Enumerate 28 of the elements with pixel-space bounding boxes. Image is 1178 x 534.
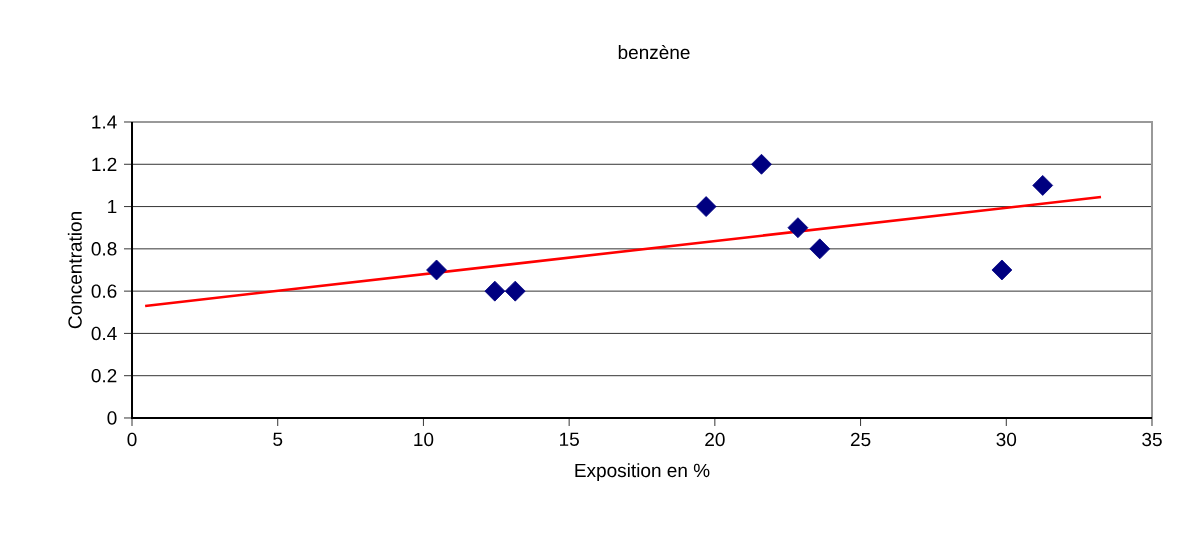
y-tick-label: 0 [107,411,117,425]
point [809,238,831,260]
point [751,153,772,175]
x-axis-title: Exposition en % [575,463,710,481]
point [991,259,1013,281]
point [426,259,447,281]
y-tick-label: 0.2 [91,368,117,383]
point [1032,175,1054,196]
point [484,280,506,302]
y-tick-label: 0.4 [91,326,117,341]
x-tick-label: 15 [560,432,579,446]
y-tick-label: 1.2 [92,157,117,171]
x-tick-label: 0 [127,432,137,447]
y-tick-label: 1.4 [92,115,117,129]
x-tick-label: 35 [1142,432,1162,447]
x-tick-label: 20 [705,432,725,447]
y-tick-label: 1 [108,200,117,214]
point [787,217,809,239]
y-tick-label: 0.8 [91,242,117,256]
point [504,280,526,302]
x-tick-label: 25 [850,432,871,447]
x-tick-label: 10 [414,432,434,447]
y-axis-title: Concentration [67,212,82,329]
y-tick-label: 0.6 [91,284,117,298]
x-tick-label: 5 [273,432,283,446]
point [695,196,717,217]
x-tick-label: 30 [996,432,1017,447]
chart-title: benzène [618,44,690,60]
